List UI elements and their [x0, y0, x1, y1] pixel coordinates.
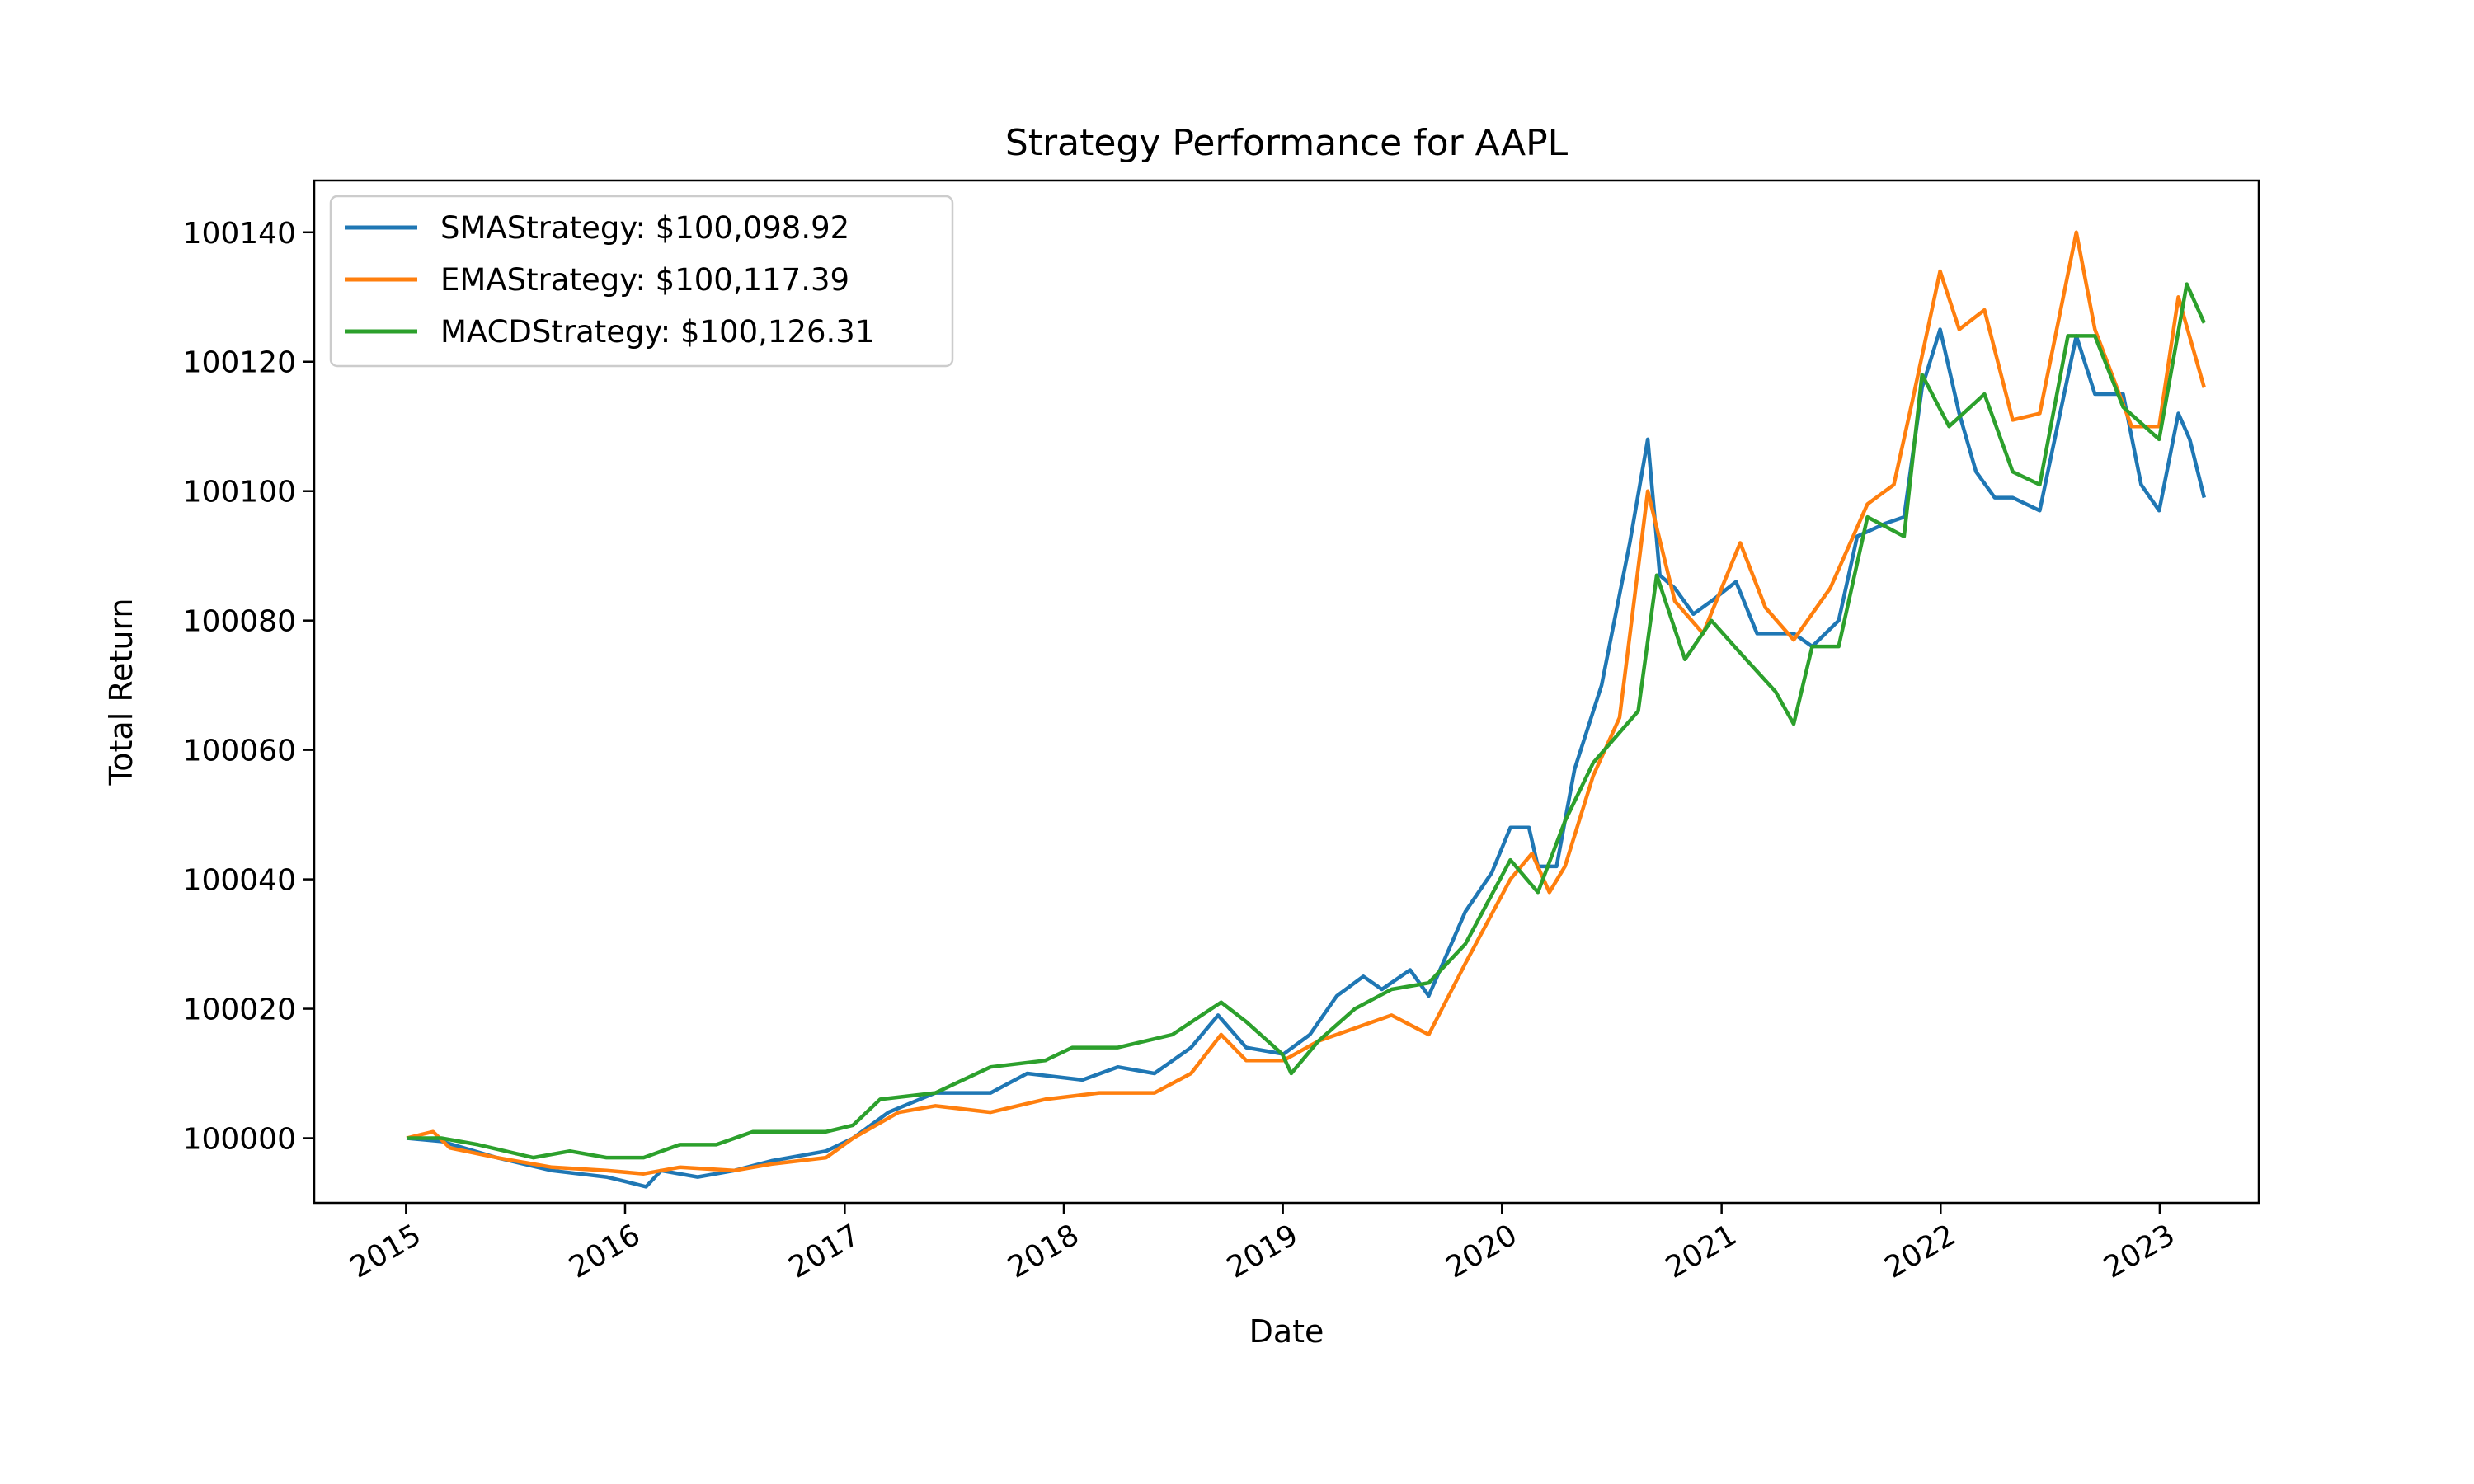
chart-title: Strategy Performance for AAPL	[1005, 122, 1569, 164]
y-tick-label-4: 100080	[183, 605, 296, 639]
x-tick-label-4: 2019	[1221, 1218, 1304, 1284]
x-tick-label-8: 2023	[2098, 1218, 2180, 1284]
y-tick-label-2: 100040	[183, 864, 296, 898]
x-tick-label-3: 2018	[1002, 1218, 1084, 1284]
legend-label-2: MACDStrategy: $100,126.31	[440, 314, 874, 350]
legend-box	[329, 195, 954, 368]
legend-items: SMAStrategy: $100,098.92 EMAStrategy: $10…	[345, 210, 874, 350]
y-axis-label: Total Return	[103, 599, 139, 787]
y-tick-label-0: 100000	[183, 1123, 296, 1157]
x-axis: 2015 2016 2017 2018 2019 2020 2021 2022 2023	[345, 1203, 2180, 1285]
series-line-2	[407, 282, 2206, 1160]
series-line-1	[406, 230, 2206, 1176]
x-tick-label-2: 2017	[783, 1218, 866, 1284]
series-line-0	[406, 327, 2206, 1189]
legend-label-1: EMAStrategy: $100,117.39	[440, 262, 849, 298]
x-axis-label: Date	[1249, 1313, 1324, 1350]
x-tick-label-5: 2020	[1441, 1218, 1523, 1284]
y-axis: 100000 100020 100040 100060 100080 100100 1001…	[183, 217, 314, 1157]
legend-label-0: SMAStrategy: $100,098.92	[440, 210, 849, 246]
plot-area	[313, 179, 2260, 1205]
y-tick-label-6: 100120	[183, 346, 296, 380]
x-tick-label-6: 2021	[1660, 1218, 1743, 1284]
x-tick-label-1: 2016	[563, 1218, 646, 1284]
y-tick-label-7: 100140	[183, 217, 296, 251]
legend: SMAStrategy: $100,098.92 EMAStrategy: $10…	[329, 195, 954, 368]
x-tick-label-7: 2022	[1879, 1218, 1962, 1284]
y-tick-label-3: 100060	[183, 735, 296, 768]
x-tick-label-0: 2015	[345, 1218, 427, 1284]
series-layer	[406, 230, 2206, 1189]
y-tick-label-5: 100100	[183, 476, 296, 510]
y-tick-label-1: 100020	[183, 993, 296, 1027]
axes-frame	[313, 179, 2260, 1205]
